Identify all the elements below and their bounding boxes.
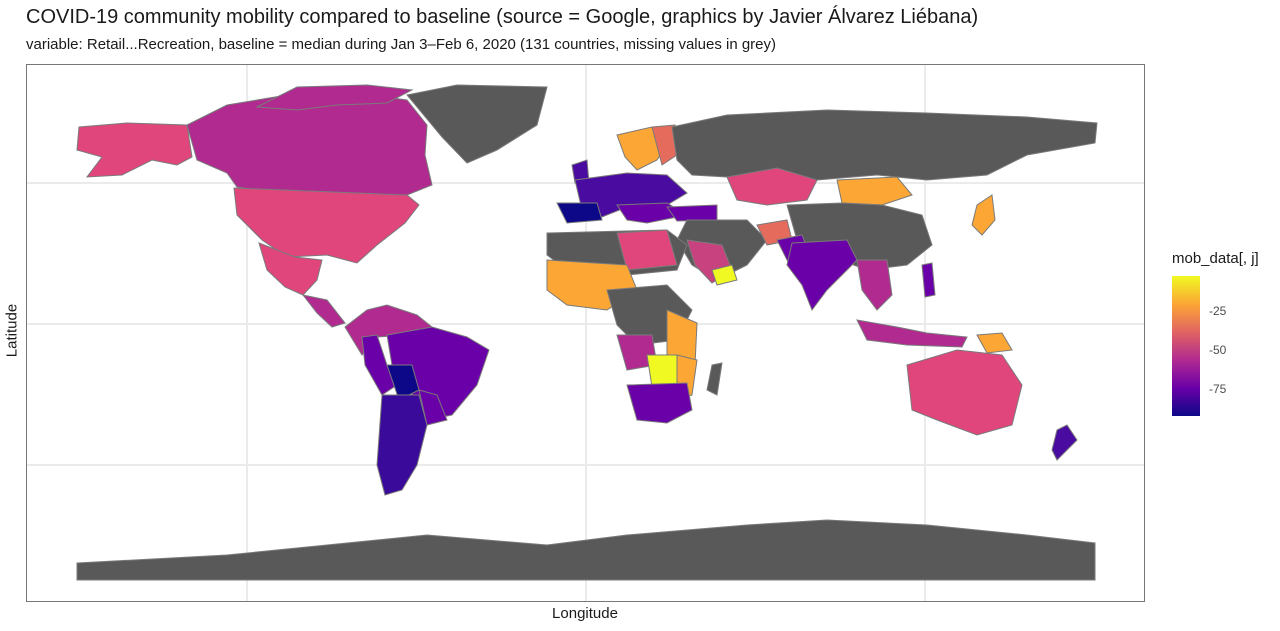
country-mexico	[258, 242, 323, 296]
world-map	[27, 65, 1144, 601]
chart-subtitle: variable: Retail...Recreation, baseline …	[26, 36, 776, 53]
legend-colorbar	[1172, 276, 1200, 416]
country-canada	[186, 92, 433, 206]
country-argentina-chile	[376, 394, 428, 496]
country-south-africa	[626, 382, 693, 424]
country-madagascar	[706, 362, 723, 396]
country-philippines	[921, 262, 936, 298]
country-indonesia	[856, 319, 968, 348]
landmass-russia	[671, 109, 1098, 184]
country-turkey	[666, 204, 718, 222]
x-axis-label: Longitude	[552, 605, 618, 622]
landmass-greenland	[406, 84, 548, 164]
legend-tick-label: -75	[1209, 382, 1227, 396]
country-yemen	[711, 264, 738, 286]
country-kazakhstan	[726, 167, 818, 206]
country-india	[786, 239, 858, 312]
legend-tick-label: -25	[1209, 304, 1227, 318]
country-new-zealand	[1051, 424, 1078, 461]
country-mongolia	[836, 176, 913, 206]
country-usa	[233, 187, 420, 264]
landmass-antarctica	[76, 519, 1096, 581]
country-southeast-asia	[856, 259, 893, 311]
legend-tick-mark	[1202, 389, 1208, 390]
legend-title: mob_data[, j]	[1172, 250, 1259, 267]
country-spain-portugal	[556, 202, 603, 224]
country-canada-arctic	[255, 84, 414, 111]
country-japan	[971, 194, 996, 236]
chart-title: COVID-19 community mobility compared to …	[26, 6, 979, 28]
country-central-america	[301, 294, 346, 328]
legend-tick-mark	[1202, 311, 1208, 312]
legend-tick-mark	[1202, 350, 1208, 351]
country-alaska	[76, 122, 193, 178]
legend-tick-label: -50	[1209, 343, 1227, 357]
y-axis-label: Latitude	[3, 303, 21, 358]
country-libya-egypt	[616, 229, 678, 271]
country-australia	[906, 349, 1023, 436]
map-panel	[26, 64, 1145, 602]
color-legend: mob_data[, j] -25 -50 -75	[1172, 250, 1259, 416]
country-papua-new-guinea	[976, 332, 1013, 354]
